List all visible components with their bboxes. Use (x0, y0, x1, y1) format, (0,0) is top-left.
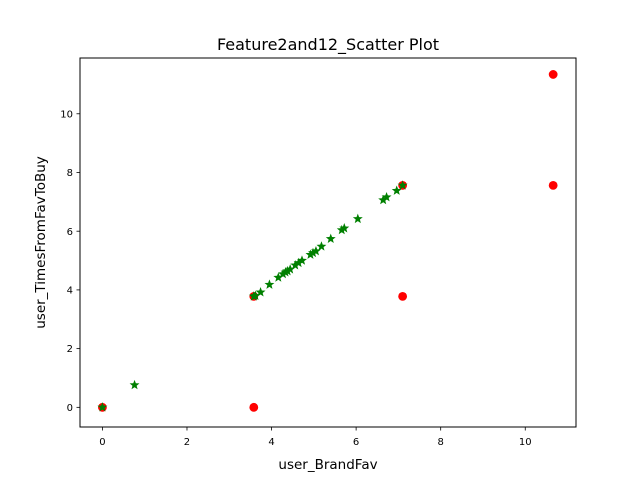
x-tick-label: 10 (519, 437, 532, 448)
star-point (325, 233, 336, 244)
star-point (282, 265, 293, 276)
star-point (381, 191, 392, 202)
star-point (278, 268, 288, 279)
y-tick-label: 10 (60, 109, 73, 120)
circle-point (249, 402, 259, 412)
star-point (391, 185, 402, 195)
y-tick-label: 6 (67, 227, 73, 238)
star-point (378, 194, 389, 205)
star-point (308, 247, 318, 258)
star-point (280, 267, 291, 277)
star-point (297, 255, 307, 265)
star-point (352, 213, 363, 224)
chart-title: Feature2and12_Scatter Plot (217, 35, 439, 55)
star-point (316, 241, 327, 251)
axis-ticks: 0 2 4 6 8 10 0 2 4 6 8 10 (60, 109, 531, 448)
star-point (285, 264, 296, 274)
plot-frame (79, 57, 577, 428)
star-point (97, 402, 108, 412)
x-tick-label: 8 (438, 437, 444, 448)
y-axis-label: user_TimesFromFavToBuy (33, 156, 49, 329)
y-tick-label: 8 (67, 168, 73, 179)
circle-point (398, 291, 408, 301)
star-point (290, 260, 301, 270)
star-point (129, 379, 140, 390)
star-point (311, 245, 321, 256)
star-point (305, 249, 316, 259)
y-tick-label: 2 (67, 344, 73, 355)
plot-marks (97, 70, 558, 412)
star-point (397, 180, 408, 190)
y-tick-label: 4 (67, 286, 73, 297)
circle-point (548, 181, 558, 190)
x-tick-label: 2 (184, 437, 190, 448)
star-point (264, 279, 275, 289)
x-axis-label: user_BrandFav (278, 457, 377, 473)
star-point (250, 290, 261, 300)
star-point (255, 287, 266, 297)
x-tick-label: 4 (268, 437, 274, 448)
circle-point (548, 70, 558, 79)
star-point (336, 224, 347, 235)
star-point (273, 272, 284, 282)
star-point (339, 223, 350, 233)
y-tick-label: 0 (67, 403, 73, 414)
x-tick-label: 0 (99, 437, 105, 448)
star-point (293, 257, 304, 268)
x-tick-label: 6 (353, 437, 359, 448)
